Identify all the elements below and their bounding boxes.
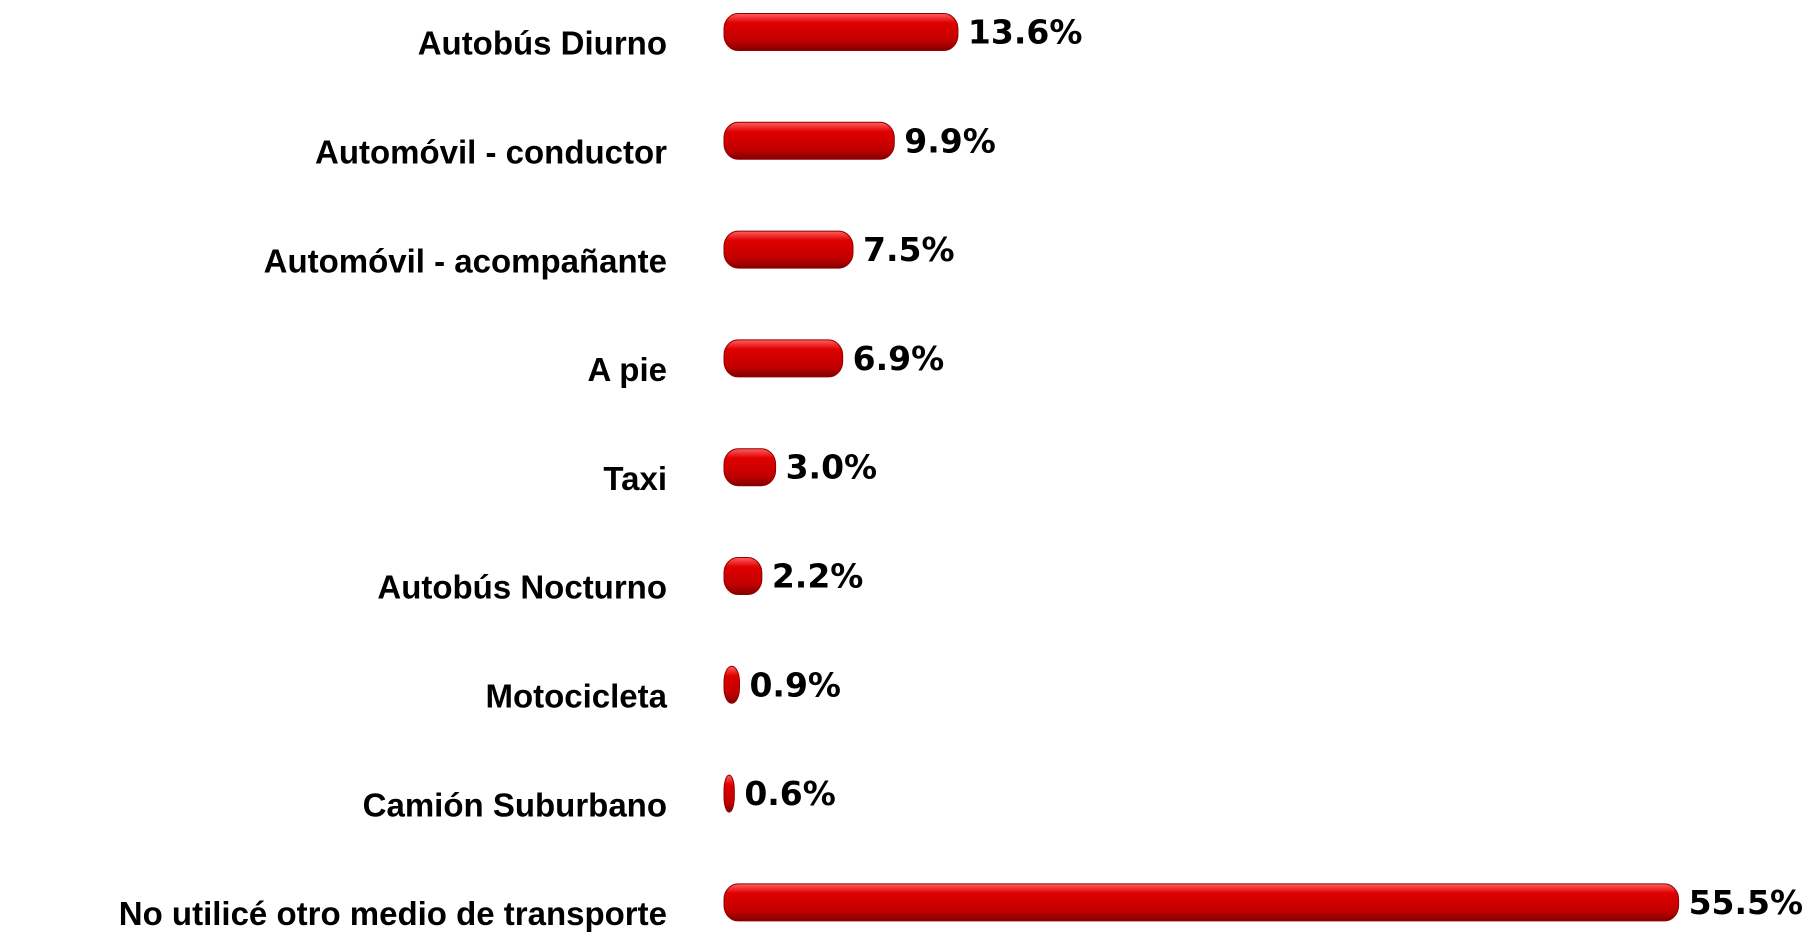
value-label: 13.6% [968, 13, 1082, 52]
category-label: Camión Suburbano [363, 786, 667, 823]
bar [723, 665, 740, 704]
category-label: Automóvil - acompañante [264, 242, 667, 279]
bar [723, 557, 763, 595]
value-label: 0.9% [749, 665, 841, 704]
category-label: Autobús Diurno [418, 25, 667, 62]
value-label: 0.6% [744, 774, 836, 813]
value-label: 7.5% [863, 230, 955, 269]
bar [723, 121, 895, 160]
value-label: 3.0% [786, 448, 878, 487]
value-label: 9.9% [904, 121, 996, 160]
bar [723, 883, 1680, 922]
category-label: A pie [588, 351, 667, 388]
bar [723, 230, 854, 269]
category-label: No utilicé otro medio de transporte [119, 895, 667, 932]
value-label: 2.2% [772, 557, 864, 596]
bar [723, 774, 735, 813]
category-label: Motocicleta [485, 678, 667, 715]
value-label: 55.5% [1689, 883, 1804, 922]
category-label: Autobús Nocturno [377, 569, 667, 606]
category-label: Automóvil - conductor [315, 134, 667, 171]
bar [723, 13, 959, 51]
bar [723, 339, 844, 378]
bar [723, 448, 777, 487]
category-label: Taxi [603, 460, 667, 497]
value-label: 6.9% [853, 339, 945, 378]
